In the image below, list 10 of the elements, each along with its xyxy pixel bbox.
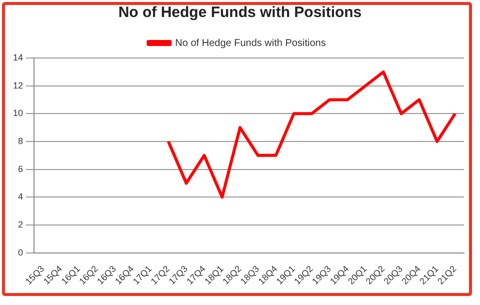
legend-label: No of Hedge Funds with Positions bbox=[175, 38, 326, 49]
y-tick-label: 0 bbox=[18, 247, 24, 258]
y-tick-label: 14 bbox=[12, 52, 24, 62]
chart-title: No of Hedge Funds with Positions bbox=[117, 4, 363, 21]
y-tick-label: 4 bbox=[18, 192, 24, 202]
y-tick-label: 10 bbox=[12, 108, 24, 118]
y-tick-label: 8 bbox=[18, 136, 24, 146]
y-tick-label: 12 bbox=[12, 80, 24, 90]
y-tick-label: 6 bbox=[18, 164, 24, 174]
y-tick-label: 2 bbox=[18, 219, 24, 230]
